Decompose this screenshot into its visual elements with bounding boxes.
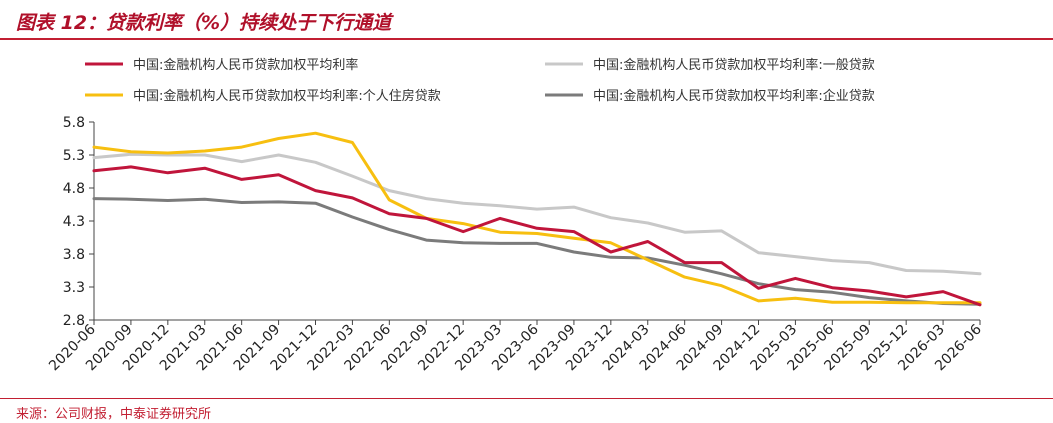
y-tick-label: 2.8: [63, 313, 85, 329]
top-divider: [0, 38, 1053, 40]
series-lines: [92, 131, 982, 307]
y-tick-label: 5.3: [63, 148, 85, 164]
y-tick-label: 5.8: [63, 115, 85, 131]
source-note: 来源：公司财报，中泰证券研究所: [16, 407, 212, 422]
title-bar: 图表 12：贷款利率（%）持续处于下行通道: [0, 0, 1053, 36]
series-line-1: [92, 152, 982, 276]
legend: 中国:金融机构人民币贷款加权平均利率 中国:金融机构人民币贷款加权平均利率:一般贷…: [85, 57, 875, 104]
y-tick-label: 4.8: [63, 181, 85, 197]
legend-label: 中国:金融机构人民币贷款加权平均利率:企业贷款: [593, 88, 875, 104]
line-chart: 中国:金融机构人民币贷款加权平均利率 中国:金融机构人民币贷款加权平均利率:一般贷…: [46, 57, 985, 374]
y-tick-label: 3.3: [63, 280, 85, 296]
series-line-2: [92, 131, 982, 305]
bottom-divider: [0, 398, 1053, 399]
y-tick-label: 4.3: [63, 214, 85, 230]
y-tick-label: 3.8: [63, 247, 85, 263]
legend-label: 中国:金融机构人民币贷款加权平均利率: [133, 57, 358, 73]
figure-title: 图表 12：贷款利率（%）持续处于下行通道: [16, 12, 392, 34]
series-line-3: [92, 197, 982, 306]
legend-label: 中国:金融机构人民币贷款加权平均利率:个人住房贷款: [133, 88, 441, 104]
series-line-0: [92, 165, 982, 307]
legend-label: 中国:金融机构人民币贷款加权平均利率:一般贷款: [593, 57, 875, 73]
